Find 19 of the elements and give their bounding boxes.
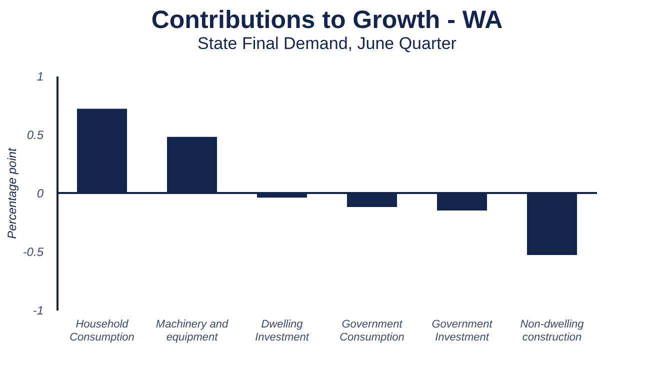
y-axis-title: Percentage point: [4, 147, 19, 239]
bar: [167, 136, 217, 193]
chart-subtitle: State Final Demand, June Quarter: [198, 34, 457, 53]
y-tick-label: 1: [36, 70, 44, 84]
bar: [437, 193, 487, 211]
x-tick-label: Government Consumption: [340, 318, 404, 344]
bar: [527, 193, 577, 256]
chart-title: Contributions to Growth - WA: [151, 6, 503, 34]
y-tick-label: 0.5: [26, 128, 44, 142]
x-tick-label: Non-dwelling construction: [520, 318, 585, 344]
bar: [347, 193, 397, 208]
y-tick-label: -0.5: [22, 245, 44, 259]
x-tick-label: Machinery and equipment: [156, 318, 229, 344]
x-tick-label: Government Investment: [432, 318, 494, 344]
x-tick-label: Household Consumption: [70, 318, 134, 344]
y-tick-label: 0: [36, 186, 44, 200]
x-tick-label: Dwelling Investment: [255, 318, 310, 344]
bar: [77, 108, 127, 193]
y-tick-label: -1: [32, 304, 44, 318]
